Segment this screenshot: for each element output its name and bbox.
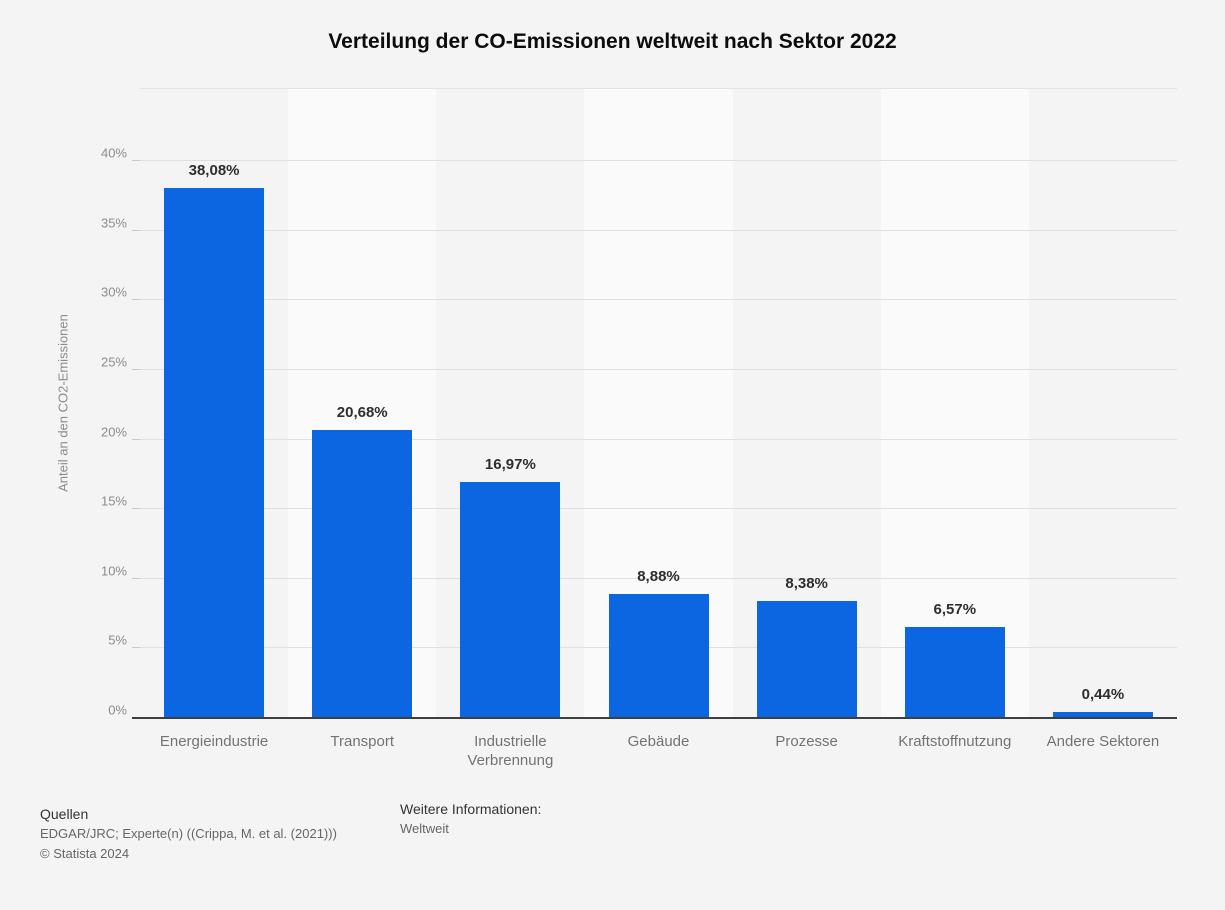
x-tick-label: Andere Sektoren — [1046, 733, 1160, 750]
bar-value-label: 0,44% — [1081, 686, 1125, 703]
x-tick-label: Industrielle Verbrennung — [467, 733, 554, 769]
y-tick-mark — [132, 229, 140, 231]
bar-value-label: 38,08% — [188, 162, 240, 179]
y-tick-label: 40% — [100, 145, 127, 161]
info-heading: Weitere Informationen: — [400, 801, 542, 817]
bar-andere-sektoren — [1052, 712, 1153, 718]
y-tick-mark — [132, 647, 140, 649]
chart-title: Verteilung der CO-Emissionen weltweit na… — [328, 30, 897, 53]
gridline-10 — [140, 577, 1177, 579]
statista-copyright: © Statista 2024 — [40, 846, 130, 861]
y-tick-label: 5% — [108, 632, 127, 648]
sources-heading: Quellen — [40, 806, 89, 822]
gridline-20 — [140, 438, 1177, 440]
gridline-30 — [140, 299, 1177, 301]
gridline-40 — [140, 160, 1177, 161]
x-tick-label: Prozesse — [775, 733, 838, 750]
bar-value-label: 16,97% — [484, 456, 536, 473]
plot-area: 0% 5% 10% 15% 20% 25% 30% 35% 40% 38,08% Energiein… — [101, 88, 1177, 769]
y-tick-label: 25% — [100, 354, 127, 370]
bar-value-label: 8,88% — [637, 568, 680, 585]
bar-prozesse — [756, 601, 857, 718]
y-tick-mark — [132, 368, 140, 370]
column-band — [880, 89, 1029, 718]
footer-sources: Quellen EDGAR/JRC; Experte(n) ((Crippa, … — [40, 806, 337, 861]
y-tick-mark — [132, 508, 140, 510]
y-tick-label: 30% — [100, 284, 127, 300]
gridline-35 — [140, 229, 1177, 231]
x-axis-line — [132, 717, 1177, 719]
bar-transport — [312, 430, 413, 718]
bar-value-label: 8,38% — [785, 575, 828, 592]
x-tick-label: Kraftstoffnutzung — [898, 733, 1012, 750]
info-value: Weltweit — [400, 821, 449, 836]
y-tick-label: 10% — [100, 563, 127, 579]
gridline-15 — [140, 508, 1177, 510]
x-tick-label: Transport — [330, 733, 395, 750]
gridline-25 — [140, 368, 1177, 370]
bar-industrielle-verbrennung — [460, 482, 561, 718]
x-tick-label: Gebäude — [627, 733, 690, 750]
y-tick-mark — [132, 160, 140, 161]
bar-kraftstoffnutzung — [904, 627, 1005, 718]
y-tick-label: 0% — [108, 702, 127, 718]
y-tick-mark — [132, 577, 140, 579]
x-tick-label: Energieindustrie — [159, 733, 269, 750]
bar-energieindustrie — [164, 188, 265, 718]
y-tick-label: 15% — [100, 493, 127, 509]
sources-line: EDGAR/JRC; Experte(n) ((Crippa, M. et al… — [40, 826, 337, 841]
bar-geb-ude — [608, 594, 709, 718]
y-tick-mark — [132, 438, 140, 440]
y-tick-mark — [132, 299, 140, 301]
y-tick-label: 20% — [100, 424, 127, 439]
bar-value-label: 20,68% — [336, 404, 388, 421]
y-axis-title: Anteil an den CO2-Emissionen — [55, 314, 71, 492]
bar-value-label: 6,57% — [933, 601, 977, 618]
footer-info: Weitere Informationen: Weltweit — [400, 801, 541, 841]
y-tick-label: 35% — [100, 215, 127, 231]
